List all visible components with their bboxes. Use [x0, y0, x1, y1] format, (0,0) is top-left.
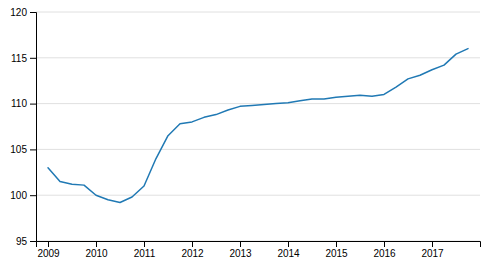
y-tick-mark — [30, 12, 36, 13]
y-tick-label: 120 — [10, 7, 27, 18]
x-axis: 2009 2010 2011 2012 2013 2014 2015 2016 2017 — [37, 241, 481, 259]
x-tick-mark — [240, 241, 241, 247]
x-tick: 2017 — [421, 241, 444, 259]
line — [48, 49, 468, 203]
x-tick-mark — [384, 241, 385, 247]
y-tick: 120 — [10, 7, 36, 18]
x-tick-label: 2013 — [229, 248, 252, 259]
x-tick-mark — [432, 241, 433, 247]
y-tick-label: 105 — [10, 144, 27, 155]
y-tick: 105 — [10, 144, 36, 155]
x-tick: 2012 — [181, 241, 204, 259]
chart: 2009 2010 2011 2012 2013 2014 2015 2016 2017 95 10… — [0, 0, 494, 265]
y-tick-label: 100 — [10, 190, 27, 201]
x-tick-mark — [288, 241, 289, 247]
x-axis-line — [37, 242, 481, 248]
y-tick: 115 — [11, 53, 36, 64]
x-tick: 2009 — [37, 241, 60, 259]
y-tick-mark — [30, 58, 36, 59]
y-tick-label: 115 — [11, 53, 27, 64]
x-tick: 2016 — [373, 241, 396, 259]
x-tick-label: 2015 — [325, 248, 348, 259]
x-tick-mark — [336, 241, 337, 247]
x-tick: 2011 — [134, 241, 156, 259]
x-tick-label: 2009 — [37, 248, 60, 259]
grid-line — [36, 12, 480, 13]
x-tick: 2015 — [325, 241, 348, 259]
y-tick: 110 — [11, 98, 36, 109]
grid — [36, 12, 480, 241]
x-tick: 2013 — [229, 241, 252, 259]
y-tick: 100 — [10, 190, 36, 201]
marks — [48, 49, 468, 203]
x-tick: 2010 — [85, 241, 108, 259]
y-tick: 95 — [16, 236, 36, 247]
x-tick-label: 2012 — [181, 248, 204, 259]
y-tick-mark — [30, 149, 36, 150]
y-tick-label: 110 — [11, 98, 27, 109]
x-tick-mark — [192, 241, 193, 247]
grid-line — [36, 149, 480, 150]
x-tick-label: 2016 — [373, 248, 396, 259]
grid-line — [36, 195, 480, 196]
plot: 2009 2010 2011 2012 2013 2014 2015 2016 2017 95 10… — [10, 7, 480, 259]
grid-line — [36, 103, 480, 104]
y-axis-line — [30, 13, 37, 242]
x-tick-mark — [144, 241, 145, 247]
grid-line — [36, 57, 480, 58]
x-tick-label: 2017 — [421, 248, 444, 259]
x-tick-mark — [48, 241, 49, 247]
y-tick-mark — [30, 241, 36, 242]
x-tick-label: 2014 — [277, 248, 300, 259]
y-tick-mark — [30, 104, 36, 105]
x-tick-label: 2010 — [85, 248, 108, 259]
y-tick-label: 95 — [16, 236, 28, 247]
x-tick: 2014 — [277, 241, 300, 259]
y-tick-mark — [30, 195, 36, 196]
x-tick-mark — [96, 241, 97, 247]
y-axis: 95 100 105 110 115 120 — [10, 7, 36, 247]
x-tick-label: 2011 — [134, 248, 156, 259]
